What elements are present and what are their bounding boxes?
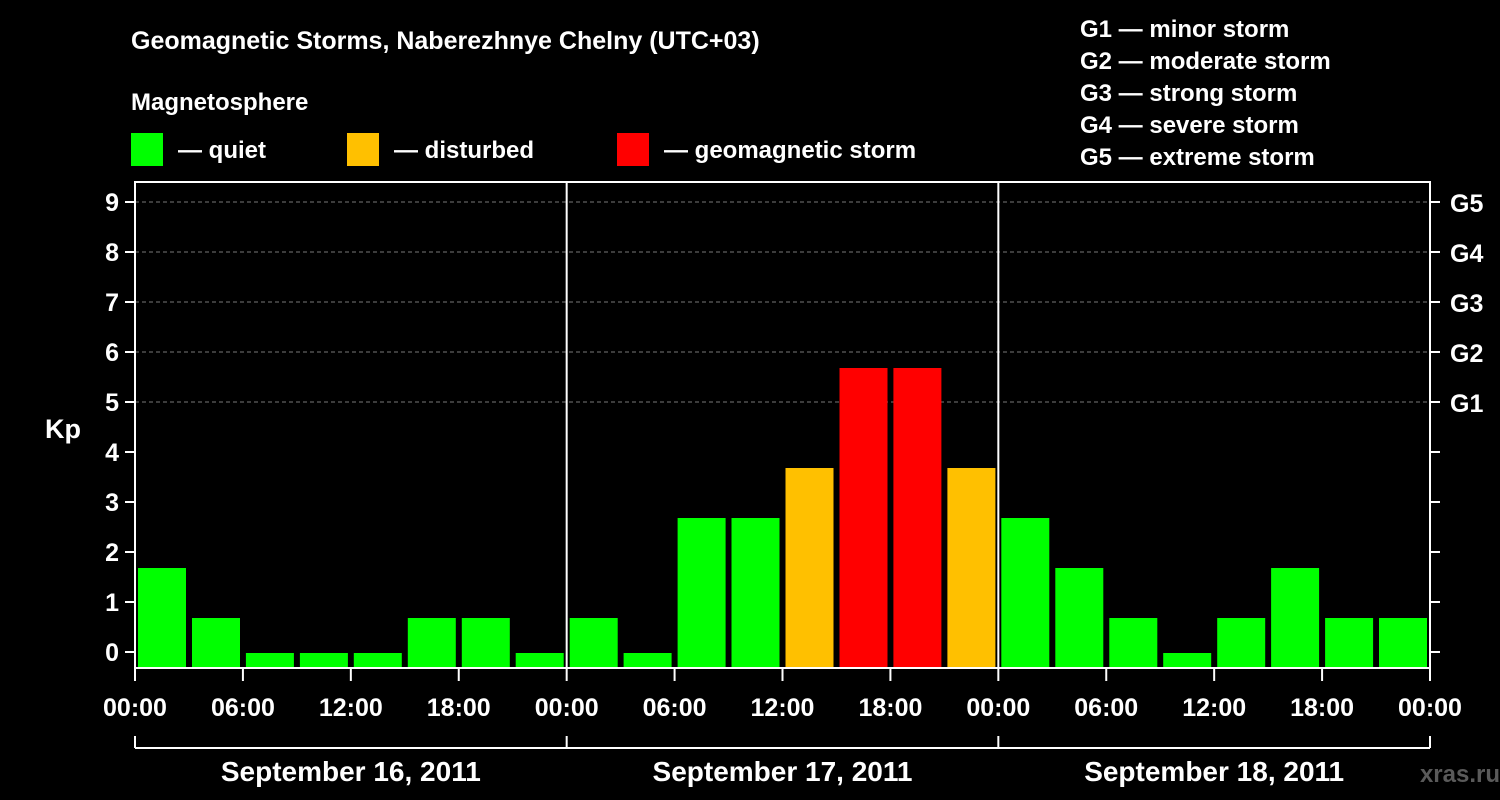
kp-bar <box>1055 568 1104 668</box>
x-tick-label: 06:00 <box>1074 694 1138 722</box>
y-tick-label: 6 <box>105 339 119 367</box>
kp-bar <box>677 518 726 668</box>
kp-bar <box>1001 518 1050 668</box>
y-tick-label: 7 <box>105 289 119 317</box>
kp-bar <box>299 653 348 668</box>
y-tick-label: 8 <box>105 239 119 267</box>
x-tick-label: 12:00 <box>751 694 815 722</box>
legend-label-quiet: — quiet <box>178 137 266 164</box>
y-tick-label: 9 <box>105 189 119 217</box>
x-tick-label: 18:00 <box>427 694 491 722</box>
storm-legend-g3: G3 — strong storm <box>1080 80 1297 107</box>
storm-level-label: G4 <box>1450 240 1483 268</box>
kp-bar <box>353 653 402 668</box>
x-tick-label: 12:00 <box>319 694 383 722</box>
x-tick-label: 06:00 <box>643 694 707 722</box>
y-axis-label: Kp <box>45 414 81 444</box>
chart-subtitle: Magnetosphere <box>131 89 308 116</box>
kp-bar <box>192 618 240 668</box>
kp-bar <box>515 653 564 668</box>
kp-bar <box>731 518 780 668</box>
kp-bar <box>1271 568 1320 668</box>
bars <box>138 368 1427 668</box>
day-label: September 18, 2011 <box>1084 756 1344 787</box>
watermark: xras.ru <box>1420 761 1500 788</box>
kp-bar <box>138 568 186 668</box>
kp-bar <box>947 468 996 668</box>
storm-level-label: G1 <box>1450 390 1483 418</box>
legend-swatch-quiet <box>131 133 163 166</box>
kp-bar <box>1217 618 1266 668</box>
x-tick-label: 18:00 <box>1290 694 1354 722</box>
legend-label-disturbed: — disturbed <box>394 137 534 164</box>
x-tick-label: 18:00 <box>858 694 922 722</box>
day-label: September 16, 2011 <box>221 756 481 787</box>
y-tick-label: 0 <box>105 639 119 667</box>
day-labels: September 16, 2011 September 17, 2011 Sept… <box>134 736 1431 787</box>
kp-bar <box>1163 653 1212 668</box>
legend-swatch-disturbed <box>347 133 379 166</box>
kp-bar <box>461 618 510 668</box>
x-tick-label: 00:00 <box>1398 694 1462 722</box>
storm-level-label: G5 <box>1450 190 1483 218</box>
x-tick-label: 12:00 <box>1182 694 1246 722</box>
y-tick-label: 4 <box>105 439 119 467</box>
kp-bar <box>245 653 294 668</box>
chart-title: Geomagnetic Storms, Naberezhnye Chelny (… <box>131 27 760 55</box>
kp-bar <box>893 368 942 668</box>
y-ticks: 0 1 2 3 4 5 6 7 8 9 <box>105 189 135 667</box>
kp-bar <box>1109 618 1158 668</box>
kp-bar <box>407 618 456 668</box>
x-tick-label: 00:00 <box>535 694 599 722</box>
legend: — quiet — disturbed — geomagnetic storm <box>131 133 916 166</box>
kp-bar <box>839 368 888 668</box>
storm-level-ticks: G1 G2 G3 G4 G5 <box>1430 190 1483 653</box>
kp-bar <box>623 653 672 668</box>
storm-legend-g4: G4 — severe storm <box>1080 112 1299 139</box>
storm-legend-g1: G1 — minor storm <box>1080 16 1289 43</box>
y-tick-label: 1 <box>105 589 119 617</box>
storm-scale-legend: G1 — minor storm G2 — moderate storm G3 … <box>1080 16 1331 171</box>
legend-label-storm: — geomagnetic storm <box>664 137 916 164</box>
x-tick-label: 00:00 <box>103 694 167 722</box>
y-tick-label: 2 <box>105 539 119 567</box>
kp-bar <box>1325 618 1374 668</box>
storm-legend-g5: G5 — extreme storm <box>1080 144 1315 171</box>
grid-lines <box>135 201 1430 403</box>
day-label: September 17, 2011 <box>653 756 913 787</box>
y-tick-label: 3 <box>105 489 119 517</box>
y-tick-label: 5 <box>105 389 119 417</box>
kp-bar <box>785 468 834 668</box>
kp-bar <box>569 618 618 668</box>
x-tick-label: 06:00 <box>211 694 275 722</box>
x-ticks: 00:00 06:00 12:00 18:00 00:00 06:00 12:00 18:00… <box>103 668 1462 722</box>
storm-level-label: G3 <box>1450 290 1483 318</box>
x-tick-label: 00:00 <box>966 694 1030 722</box>
storm-legend-g2: G2 — moderate storm <box>1080 48 1331 75</box>
legend-swatch-storm <box>617 133 649 166</box>
kp-bar <box>1379 618 1427 668</box>
storm-level-label: G2 <box>1450 340 1483 368</box>
